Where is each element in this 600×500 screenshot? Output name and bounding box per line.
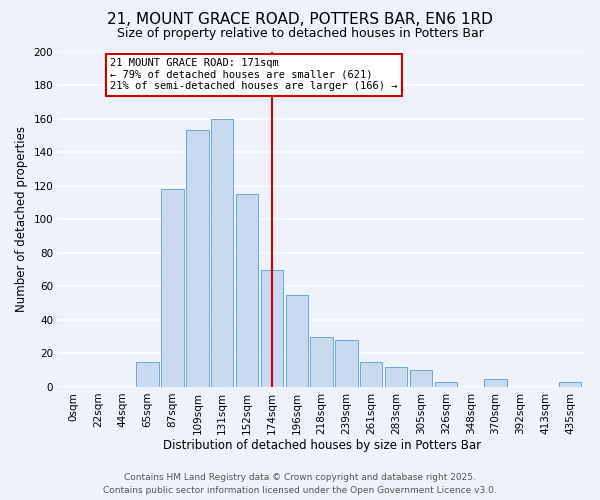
Bar (310, 336, 333, 387)
Text: 21 MOUNT GRACE ROAD: 171sqm
← 79% of detached houses are smaller (621)
21% of se: 21 MOUNT GRACE ROAD: 171sqm ← 79% of det… (110, 58, 398, 92)
Bar (286, 294, 308, 387)
Bar (136, 362, 159, 387)
Bar (211, 118, 233, 387)
Text: Contains HM Land Registry data © Crown copyright and database right 2025.
Contai: Contains HM Land Registry data © Crown c… (103, 474, 497, 495)
Bar (161, 189, 184, 387)
Text: Size of property relative to detached houses in Potters Bar: Size of property relative to detached ho… (116, 28, 484, 40)
Bar (186, 130, 209, 387)
Bar (335, 340, 358, 387)
Text: 21, MOUNT GRACE ROAD, POTTERS BAR, EN6 1RD: 21, MOUNT GRACE ROAD, POTTERS BAR, EN6 1… (107, 12, 493, 28)
Bar (559, 382, 581, 387)
Bar (484, 378, 507, 387)
Bar (410, 370, 432, 387)
Bar (385, 367, 407, 387)
Y-axis label: Number of detached properties: Number of detached properties (15, 126, 28, 312)
X-axis label: Distribution of detached houses by size in Potters Bar: Distribution of detached houses by size … (163, 440, 481, 452)
Bar (236, 194, 258, 387)
Bar (260, 270, 283, 387)
Bar (360, 362, 382, 387)
Bar (434, 382, 457, 387)
